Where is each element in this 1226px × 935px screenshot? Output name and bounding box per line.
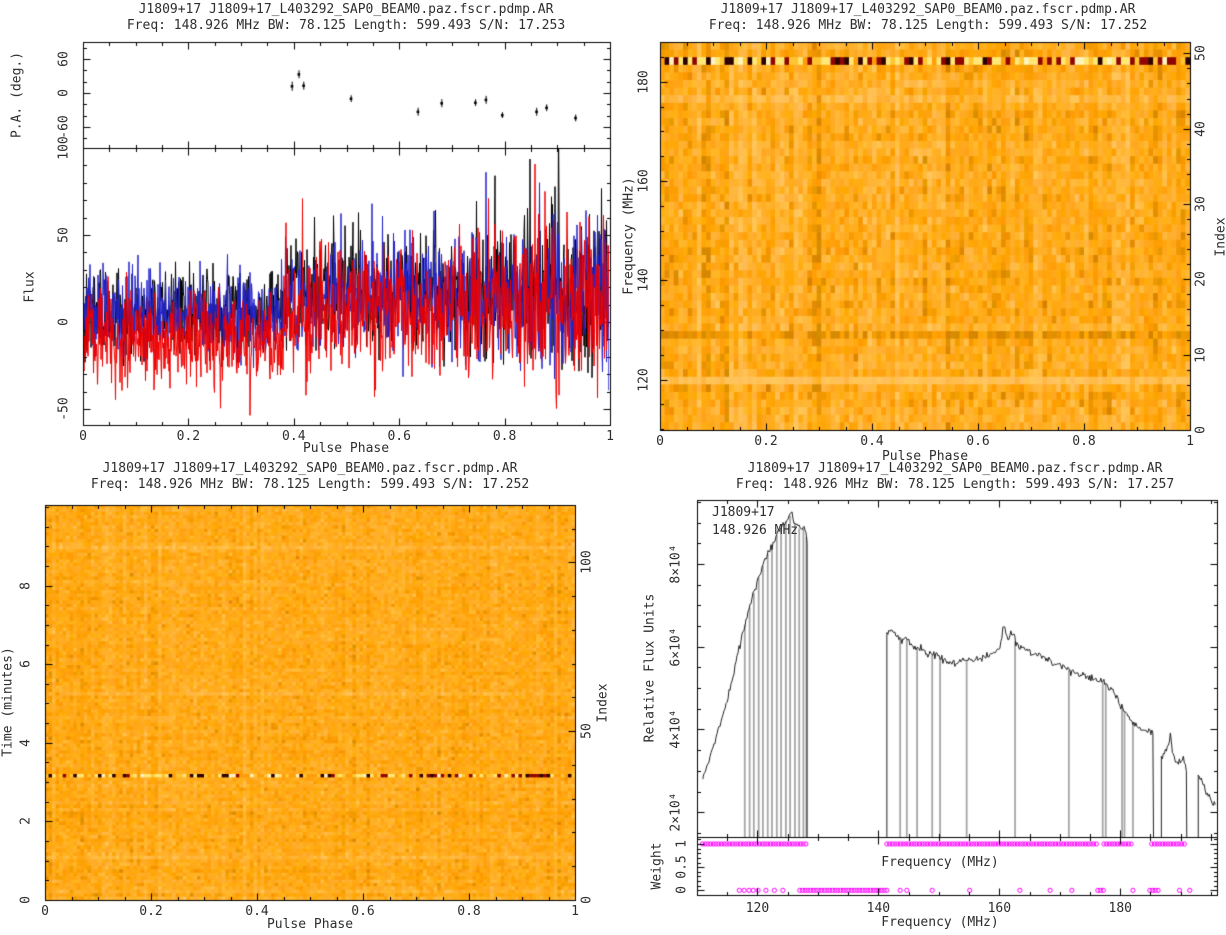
panel-subtitle-bottom-right: Freq: 148.926 MHz BW: 78.125 Length: 599… [735,477,1175,492]
tick-label: 50 [1193,45,1209,62]
tick-label: 0 [1193,426,1209,434]
tick-label: 0 [674,886,690,895]
index-axis-label-top-right: Index [1213,217,1226,257]
phase-axis-label-top-left: Pulse Phase [302,441,390,456]
tick-label: 60 [56,51,72,67]
tick-label: 6 [18,660,34,669]
tick-label: 20 [1193,271,1209,288]
source-name-annotation: J1809+17 [712,505,775,520]
tick-label: 0.2 [139,904,163,919]
tick-label: 0 [579,896,595,904]
tick-label: 1 [606,429,614,444]
flux-axis-label: Flux [22,271,38,303]
tick-label: 0.4 [245,904,269,919]
tick-label: 0.8 [457,904,481,919]
tick-label: 0 [79,429,87,444]
tick-label: 100 [56,136,72,160]
tick-label: 160 [636,169,652,193]
tick-label: 1 [674,840,690,848]
tick-label: 0 [18,896,34,904]
tick-label: 0.6 [966,434,990,449]
frequency-axis-label: Frequency (MHz) [621,177,637,295]
tick-label: 6×10⁴ [668,627,684,667]
weight-axis-label: Weight [649,842,665,890]
tick-label: 0.6 [387,429,411,444]
frequency-axis-label-bottom: Frequency (MHz) [881,915,999,930]
tick-label: 4×10⁴ [668,709,684,750]
tick-label: 0.4 [860,434,884,449]
tick-label: 8 [18,581,34,590]
tick-label: 1 [1186,434,1194,449]
tick-label: 8×10⁴ [668,544,684,584]
tick-label: 40 [1193,120,1209,137]
tick-label: 0.5 [674,855,690,879]
panel-subtitle-top-left: Freq: 148.926 MHz BW: 78.125 Length: 599… [126,18,566,33]
time-axis-label: Time (minutes) [0,647,16,757]
tick-label: 100 [579,550,595,575]
tick-label: 10 [1193,346,1209,363]
tick-label: -60 [56,115,72,139]
tick-label: 120 [745,901,770,916]
tick-label: 0.8 [1072,434,1096,449]
tick-label: 2×10⁴ [668,792,684,832]
tick-label: 0.8 [492,429,517,444]
panel-subtitle-top-right: Freq: 148.926 MHz BW: 78.125 Length: 599… [708,18,1148,33]
tick-label: 120 [636,367,652,392]
tick-label: 0 [56,89,72,97]
tick-label: 0 [656,434,664,449]
frequency-axis-label-inner: Frequency (MHz) [881,855,999,870]
tick-label: 140 [636,268,652,293]
tick-label: 0.6 [351,904,375,919]
tick-label: 50 [579,723,595,740]
index-axis-label-bottom-left: Index [595,683,611,723]
phase-axis-label-bottom-left: Pulse Phase [266,917,354,932]
panel-title-bottom-left: J1809+17 J1809+17_L403292_SAP0_BEAM0.paz… [102,461,518,476]
tick-label: -50 [56,397,72,421]
tick-label: 0.2 [176,429,201,444]
tick-label: 180 [636,69,652,94]
tick-label: 0 [41,904,49,919]
tick-label: 30 [1193,196,1209,212]
panel-title-bottom-right: J1809+17 J1809+17_L403292_SAP0_BEAM0.paz… [747,461,1163,476]
tick-label: 0 [56,318,72,326]
tick-label: 4 [18,738,34,747]
tick-label: 2 [18,817,34,826]
tick-label: 180 [1108,901,1132,916]
tick-label: 1 [571,904,579,919]
relative-flux-axis-label: Relative Flux Units [642,593,658,743]
panel-title-top-left: J1809+17 J1809+17_L403292_SAP0_BEAM0.paz… [138,2,554,17]
phase-axis-label-top-right: Pulse Phase [881,449,969,464]
tick-label: 160 [987,901,1012,916]
tick-label: 0.2 [754,434,778,449]
pa-axis-label: P.A. (deg.) [9,51,25,139]
tick-label: 140 [866,901,891,916]
panel-subtitle-bottom-left: Freq: 148.926 MHz BW: 78.125 Length: 599… [90,477,530,492]
panel-title-top-right: J1809+17 J1809+17_L403292_SAP0_BEAM0.paz… [720,2,1136,17]
tick-label: 50 [56,227,72,243]
frequency-annotation: 148.926 MHz [712,523,799,538]
tick-label: 0.4 [282,429,306,444]
